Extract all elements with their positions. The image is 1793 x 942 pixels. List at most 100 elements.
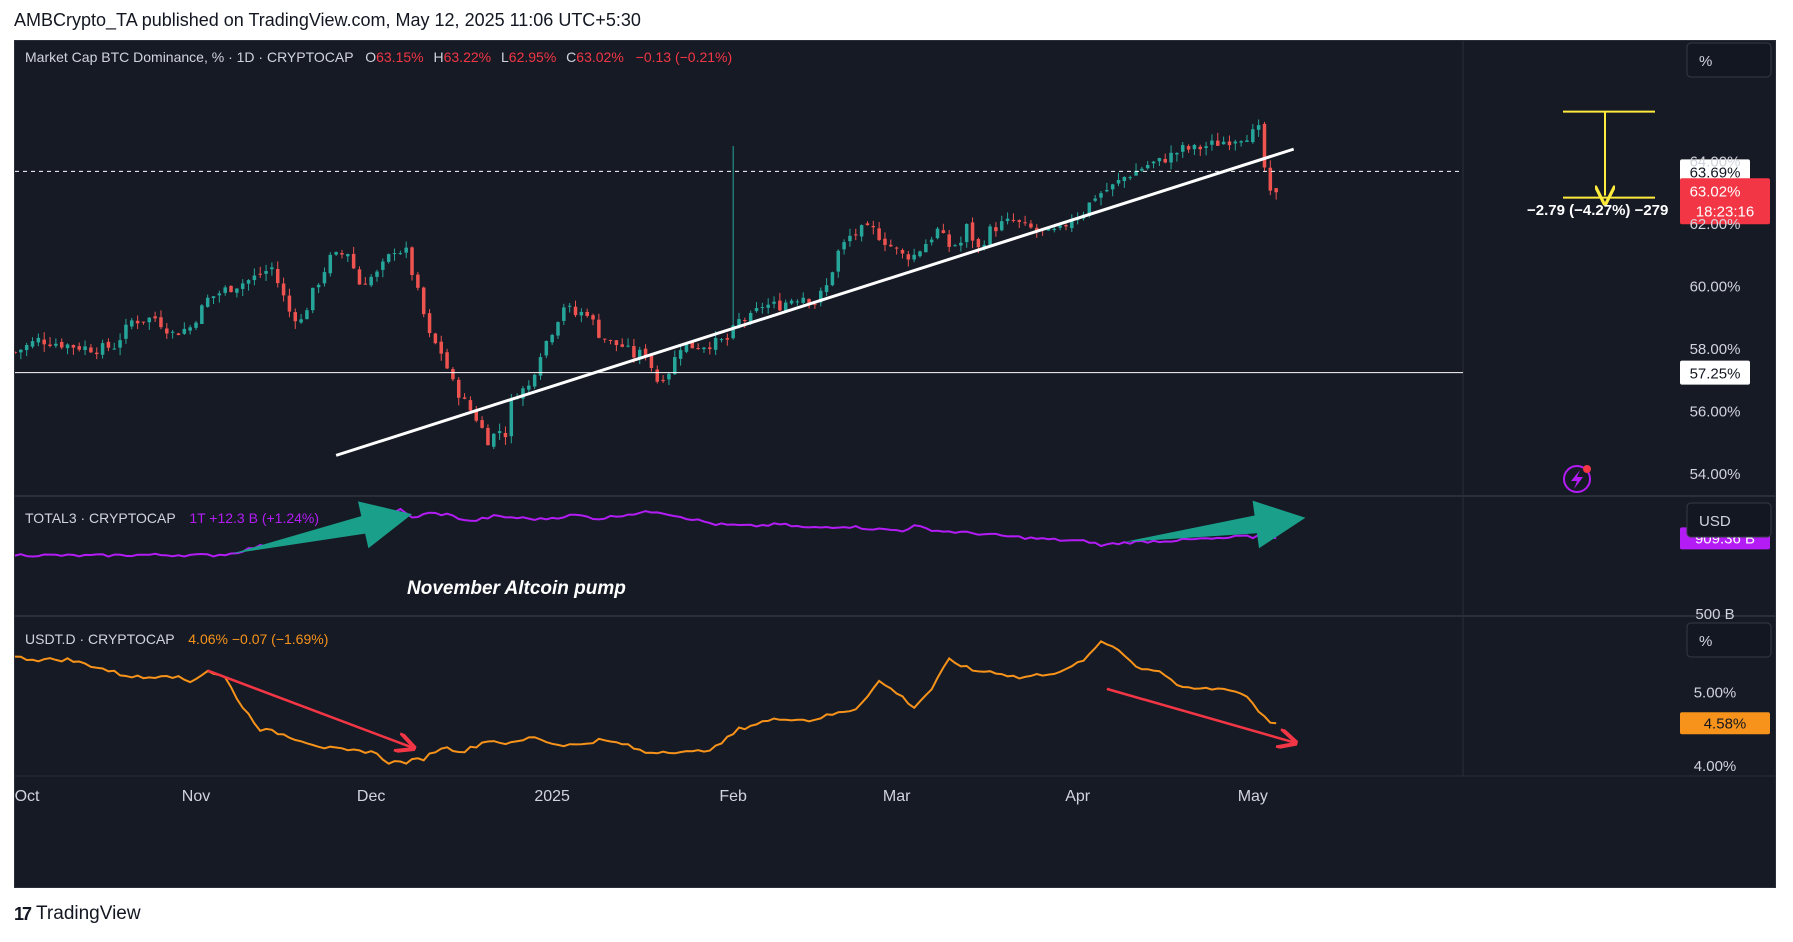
candle-body bbox=[789, 300, 794, 304]
candle-body bbox=[1023, 222, 1027, 224]
candle-body bbox=[456, 379, 461, 398]
candle-body bbox=[883, 238, 887, 245]
candle-body bbox=[994, 227, 998, 232]
candle-body bbox=[889, 244, 893, 247]
candle-body bbox=[112, 348, 117, 350]
candle-body bbox=[223, 287, 227, 293]
ascending-trendline[interactable] bbox=[335, 147, 1295, 457]
candle-body bbox=[1093, 198, 1097, 201]
usdt-pane: 4.58% bbox=[15, 640, 1770, 765]
candle-body bbox=[1198, 146, 1203, 150]
x-tick-label: Oct bbox=[15, 788, 40, 805]
candle-body bbox=[1175, 153, 1179, 155]
lightning-icon[interactable] bbox=[1563, 465, 1591, 493]
candle-body bbox=[1186, 146, 1191, 150]
candle-body bbox=[924, 243, 928, 253]
candle-body bbox=[468, 400, 473, 411]
candle-body bbox=[532, 374, 537, 387]
usdt-unit-box[interactable]: % bbox=[1686, 622, 1772, 658]
candle-body bbox=[462, 397, 467, 399]
candle-body bbox=[678, 350, 683, 359]
candle-body bbox=[217, 293, 222, 296]
candle-body bbox=[643, 348, 648, 356]
candle-body bbox=[865, 223, 870, 226]
candle-body bbox=[328, 254, 333, 274]
candle-body bbox=[1151, 161, 1156, 164]
candle-body bbox=[235, 288, 239, 293]
red-arrow-may[interactable] bbox=[1106, 687, 1294, 742]
candle-body bbox=[211, 296, 216, 299]
total3-unit-box[interactable]: USD bbox=[1686, 502, 1772, 538]
candle-body bbox=[836, 250, 841, 272]
candle-body bbox=[398, 253, 403, 255]
x-tick-label: Feb bbox=[719, 788, 747, 805]
candle-body bbox=[275, 268, 280, 284]
candle-body bbox=[404, 247, 408, 253]
teal-arrow-november[interactable] bbox=[231, 501, 412, 554]
candle-body bbox=[1070, 220, 1074, 229]
candle-body bbox=[1099, 193, 1103, 198]
y-tick-label: 4.00% bbox=[1694, 758, 1737, 775]
candle-body bbox=[340, 253, 344, 255]
usdt-badge-text: 4.58% bbox=[1704, 715, 1747, 732]
candle-body bbox=[264, 271, 268, 274]
candle-body bbox=[894, 247, 899, 249]
candle-body bbox=[334, 252, 338, 255]
hline-label-bg bbox=[1680, 159, 1750, 184]
candle-body bbox=[421, 287, 426, 315]
candle-body bbox=[392, 253, 397, 255]
candle-body bbox=[141, 321, 146, 323]
candle-body bbox=[1128, 177, 1132, 179]
ohlc-low-label: L bbox=[501, 49, 509, 65]
last-price-value: 63.02% bbox=[1690, 183, 1741, 200]
candle-body bbox=[801, 297, 805, 303]
candle-body bbox=[205, 297, 210, 307]
hline-price-label: 63.69% bbox=[1680, 159, 1750, 184]
ohlc-open-label: O bbox=[365, 49, 376, 65]
candle-body bbox=[1122, 177, 1127, 182]
usdt-line bbox=[15, 640, 1277, 765]
ohlc-close-label: C bbox=[566, 49, 576, 65]
candle-body bbox=[813, 303, 817, 305]
candle-body bbox=[252, 275, 257, 281]
publisher-header: AMBCrypto_TA published on TradingView.co… bbox=[14, 10, 641, 30]
total3-line bbox=[15, 507, 1277, 558]
candle-body bbox=[760, 307, 765, 309]
candle-body bbox=[696, 348, 700, 350]
candle-body bbox=[1005, 218, 1010, 222]
x-tick-label: Nov bbox=[182, 788, 210, 805]
candle-body bbox=[176, 333, 181, 336]
candle-body bbox=[854, 234, 858, 236]
candle-body bbox=[719, 339, 724, 341]
candle-body bbox=[240, 283, 245, 289]
usdt-badge-bg bbox=[1680, 712, 1770, 735]
candle-body bbox=[381, 261, 385, 270]
candle-body bbox=[748, 312, 753, 323]
candle-body bbox=[48, 344, 52, 346]
candle-body bbox=[322, 272, 327, 284]
candle-body bbox=[556, 322, 560, 336]
candle-body bbox=[194, 322, 198, 328]
candle-body bbox=[538, 357, 543, 376]
candle-body bbox=[912, 254, 916, 260]
candle-body bbox=[293, 312, 298, 322]
y-tick-label: 60.00% bbox=[1690, 279, 1741, 296]
teal-arrow-may[interactable] bbox=[1124, 500, 1306, 549]
red-arrow-november[interactable] bbox=[207, 669, 412, 748]
btc-unit-box[interactable]: % bbox=[1686, 42, 1772, 78]
candle-body bbox=[871, 225, 876, 228]
total3-legend: TOTAL3 · CRYPTOCAP 1T +12.3 B (+1.24%) bbox=[25, 510, 319, 526]
candle-body bbox=[579, 311, 584, 316]
total3-unit-label: USD bbox=[1699, 513, 1731, 530]
candle-body bbox=[1035, 227, 1039, 231]
hline-price-label: 57.25% bbox=[1680, 360, 1750, 385]
hline-label-bg bbox=[1680, 360, 1750, 385]
candle-body bbox=[1268, 167, 1273, 191]
candle-body bbox=[959, 242, 963, 246]
candle-body bbox=[433, 333, 438, 344]
candle-body bbox=[410, 247, 414, 276]
ohlc-close: 63.02% bbox=[576, 49, 623, 65]
candle-body bbox=[1011, 219, 1016, 221]
candle-body bbox=[229, 285, 233, 293]
candle-body bbox=[375, 271, 379, 277]
